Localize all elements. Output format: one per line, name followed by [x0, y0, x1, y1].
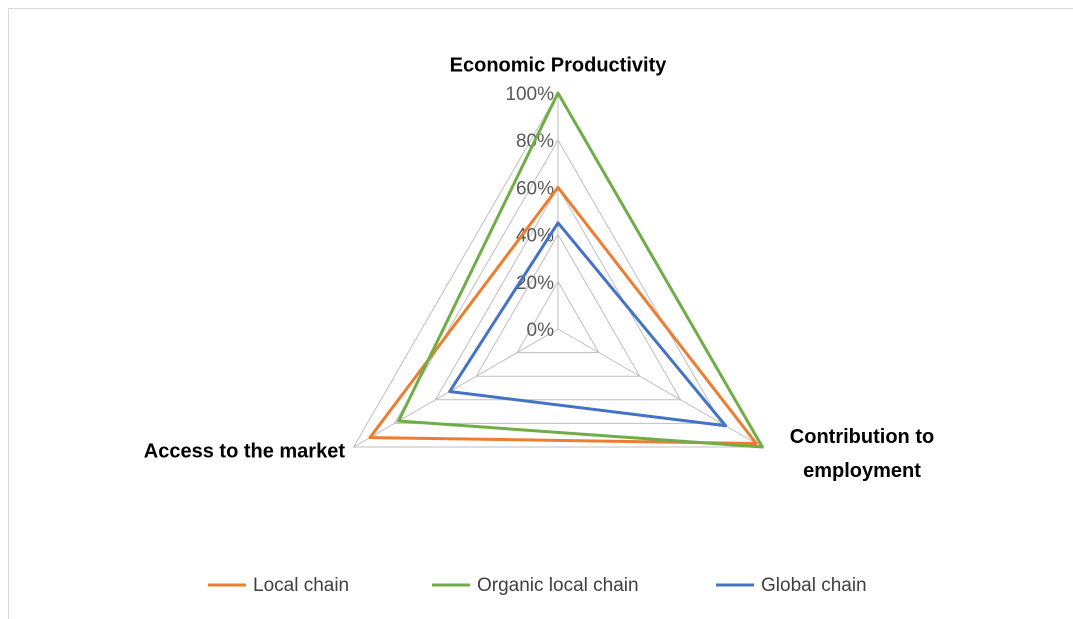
- chart-frame: [8, 8, 1073, 619]
- y-tick-label: 20%: [516, 273, 554, 294]
- grid-line: [393, 139, 723, 424]
- series-line: [397, 91, 764, 449]
- y-tick-label: 60%: [516, 178, 554, 199]
- grid-line: [475, 233, 641, 377]
- axis-label: Access to the market: [144, 440, 346, 462]
- spoke: [557, 328, 763, 448]
- series-line: [368, 185, 758, 445]
- grid-line: [434, 186, 682, 401]
- legend-label: Organic local chain: [477, 575, 639, 596]
- legend-label: Local chain: [253, 575, 349, 596]
- spoke: [353, 328, 559, 448]
- legend-label: Global chain: [761, 575, 867, 596]
- y-tick-label: 100%: [505, 84, 554, 105]
- y-tick-label: 0%: [527, 320, 555, 341]
- series-line: [448, 221, 728, 428]
- axis-label: Contribution to employment: [790, 426, 934, 482]
- grid-line: [516, 280, 600, 354]
- axis-label: Economic Productivity: [450, 54, 668, 76]
